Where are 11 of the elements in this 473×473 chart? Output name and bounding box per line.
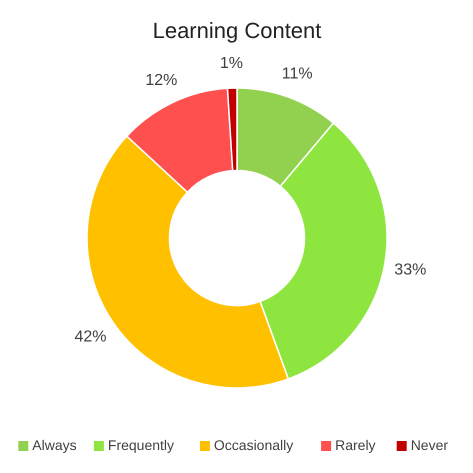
data-label: 11% xyxy=(282,66,313,83)
data-label: 42% xyxy=(74,328,106,346)
legend-label: Occasionally xyxy=(214,437,294,453)
legend-label: Frequently xyxy=(108,437,174,453)
legend-label: Rarely xyxy=(335,437,376,453)
chart-title: Learning Content xyxy=(152,18,322,43)
data-label: 12% xyxy=(145,72,178,90)
legend-label: Never xyxy=(410,437,448,453)
data-label: 33% xyxy=(394,262,426,279)
data-label: 1% xyxy=(220,55,243,72)
legend-label: Always xyxy=(32,437,77,453)
